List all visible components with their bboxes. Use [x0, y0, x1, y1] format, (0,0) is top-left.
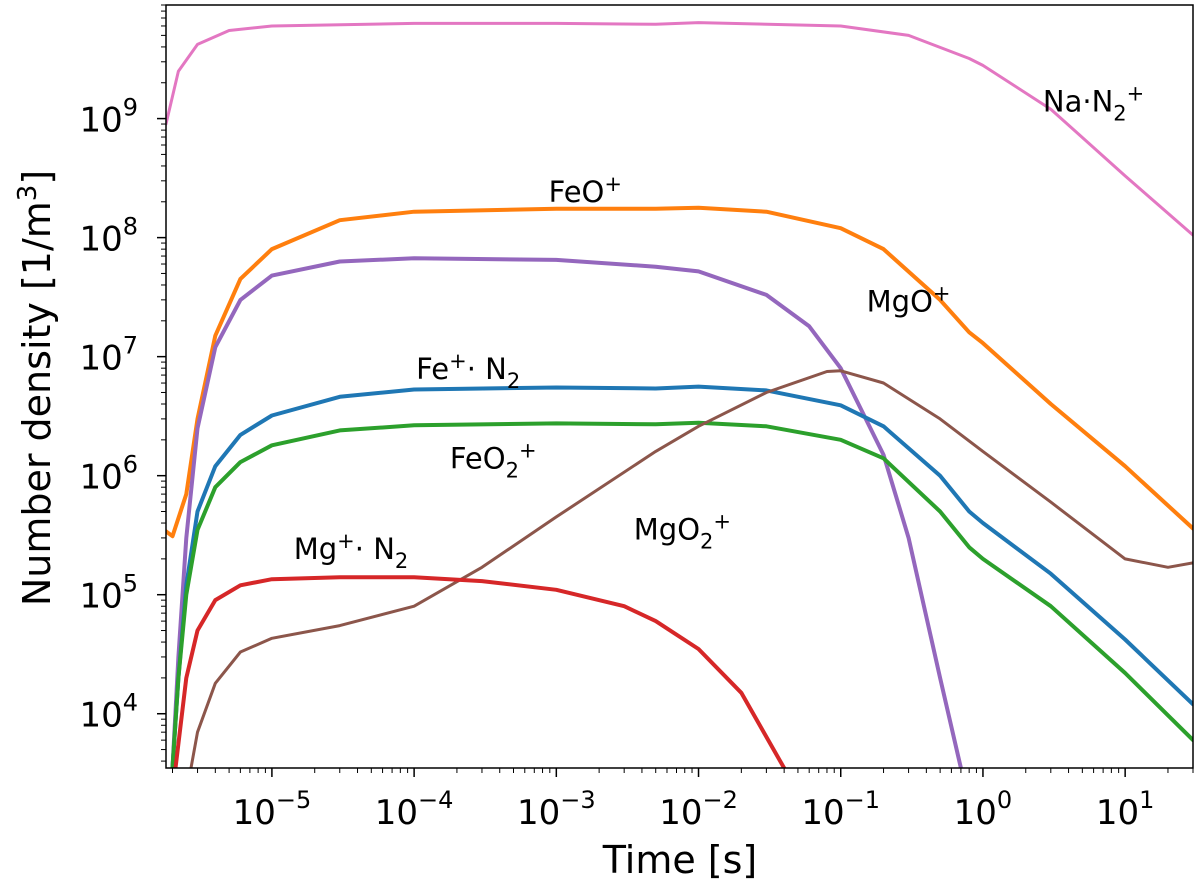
series-line-4 [170, 384, 1193, 768]
y-tick-label-4: 107 [79, 332, 138, 379]
x-tick-label-2: 10−4 [375, 786, 454, 833]
y-tick-label-5: 108 [79, 213, 138, 260]
series-line-7 [173, 575, 787, 768]
x-axis-title: Time [s] [602, 838, 758, 882]
series-label-7: Mg+· N2 [294, 529, 409, 573]
series-label-5: FeO2+ [450, 438, 537, 482]
series-layer [166, 21, 1193, 768]
x-tick-label-7: 101 [1096, 786, 1155, 833]
x-tick-label-1: 10−5 [233, 786, 312, 833]
y-tick-label-1: 104 [79, 689, 138, 736]
y-tick-label-3: 106 [79, 451, 138, 498]
series-label-6: MgO2+ [634, 510, 731, 554]
plot-frame [165, 4, 1194, 769]
y-tick-label-6: 109 [79, 94, 138, 141]
x-tick-label-5: 10−1 [801, 786, 880, 833]
series-label-4: Fe+· N2 [416, 349, 520, 393]
y-axis-title: Number density [1/m3] [13, 170, 59, 606]
x-tick-label-6: 100 [954, 786, 1013, 833]
series-line-6 [189, 369, 1193, 768]
series-line-2 [166, 205, 1193, 539]
series-label-1: Na·N2+ [1043, 81, 1144, 125]
x-tick-label-3: 10−3 [517, 786, 596, 833]
series-line-1 [166, 21, 1193, 237]
annotation-layer: Na·N2+ FeO+ MgO+ Fe+· N2 FeO2+ MgO2+ Mg+· N2 [294, 81, 1145, 573]
x-tick-label-4: 10−2 [659, 786, 738, 833]
series-line-3 [170, 256, 963, 768]
series-label-2: FeO+ [549, 172, 622, 209]
series-label-3: MgO+ [867, 281, 951, 318]
series-line-5 [170, 420, 1193, 768]
axes-layer: 10−5 10−4 10−3 10−2 10−1 100 101 104 105 106 107 10… [79, 4, 1194, 833]
y-tick-label-2: 105 [79, 570, 138, 617]
